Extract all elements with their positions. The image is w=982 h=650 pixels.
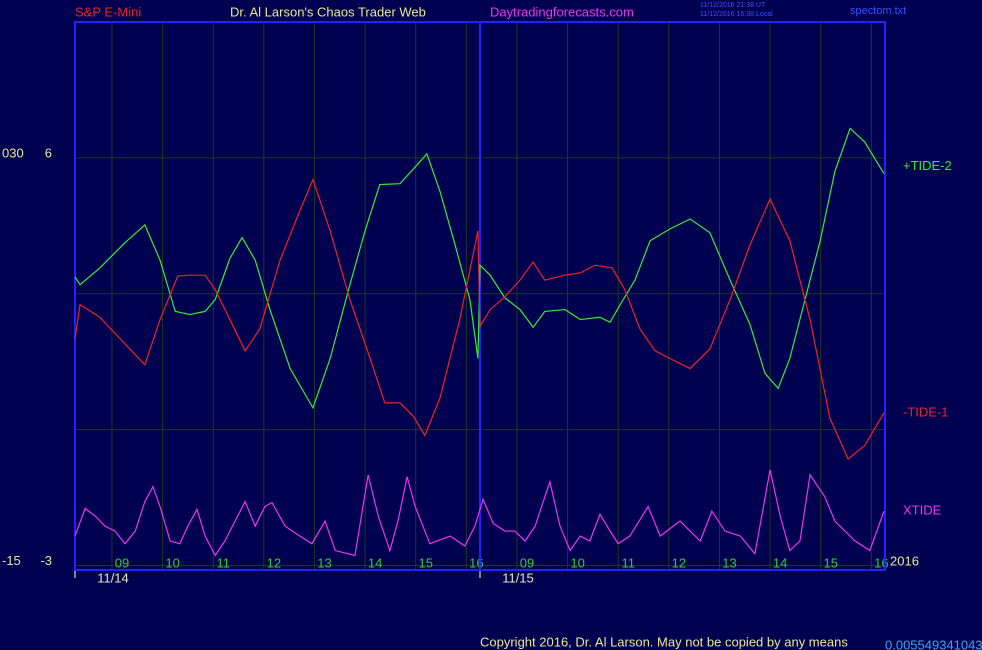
x-tick-label: 13	[722, 555, 736, 570]
x-tick-label: 13	[317, 555, 331, 570]
site-title: Dr. Al Larson's Chaos Trader Web	[230, 4, 426, 19]
x-tick-label: 16	[874, 555, 888, 570]
file-name: spectom.txt	[850, 5, 906, 17]
date-label: 11/14	[97, 570, 129, 585]
x-tick-label: 14	[773, 555, 787, 570]
x-tick-label: 11	[621, 555, 635, 570]
website: Daytradingforecasts.com	[490, 4, 634, 19]
secondary-axis-label: 030	[2, 145, 24, 160]
x-tick-label: 09	[520, 555, 534, 570]
copyright: Copyright 2016, Dr. Al Larson. May not b…	[480, 634, 848, 649]
x-tick-label: 15	[823, 555, 837, 570]
x-tick-label: 12	[672, 555, 686, 570]
series-label: +TIDE-2	[903, 158, 952, 173]
series-label: -TIDE-1	[903, 404, 949, 419]
year-label: 2016	[890, 553, 919, 568]
plot-border	[74, 21, 886, 571]
x-tick-label: 10	[165, 555, 179, 570]
x-tick-label: 10	[570, 555, 584, 570]
timestamp: 11/12/2016 21:38 UT	[700, 2, 766, 9]
timestamp: 11/12/2016 16:38 Local	[700, 11, 773, 18]
y-tick-label: -3	[40, 553, 52, 568]
instrument: S&P E-Mini	[75, 4, 141, 19]
x-tick-label: 09	[115, 555, 129, 570]
series-line	[74, 127, 885, 410]
y-tick-label: 6	[45, 145, 52, 160]
series-line	[74, 177, 885, 461]
series-line	[74, 469, 885, 557]
x-tick-label: 16	[469, 555, 483, 570]
x-tick-label: 12	[267, 555, 281, 570]
x-tick-label: 15	[418, 555, 432, 570]
x-tick-label: 14	[368, 555, 382, 570]
secondary-axis-label: -15	[2, 553, 21, 568]
series-label: XTIDE	[903, 503, 942, 518]
footer-number: 0.005549341043	[885, 637, 982, 650]
date-label: 11/15	[502, 570, 534, 585]
x-tick-label: 11	[216, 555, 230, 570]
